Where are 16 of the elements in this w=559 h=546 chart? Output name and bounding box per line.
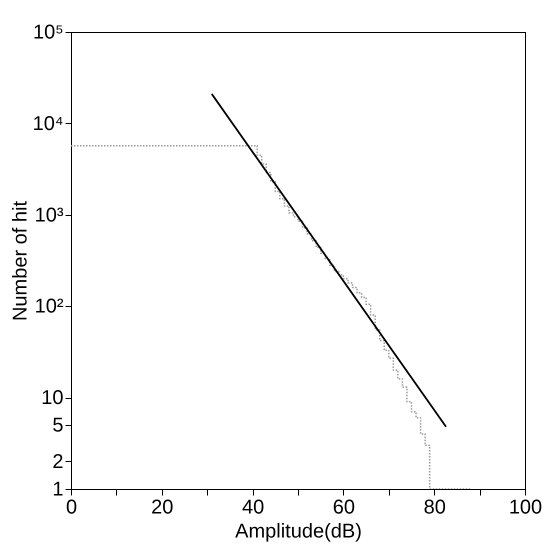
x-tick-label: 40 [242, 496, 264, 518]
y-tick-label: 10⁴ [32, 112, 64, 135]
x-tick-label: 60 [332, 496, 356, 518]
x-tick-label: 100 [508, 496, 542, 518]
x-tick-label: 20 [151, 496, 174, 518]
y-tick-label: 1 [52, 478, 64, 500]
y-tick-label: 10³ [34, 204, 64, 226]
x-tick-label: 0 [66, 496, 78, 518]
x-axis-title: Amplitude(dB) [235, 520, 362, 542]
y-tick-label: 5 [52, 414, 64, 437]
y-tick-label: 10² [34, 296, 64, 318]
y-tick-label: 2 [52, 450, 64, 473]
x-tick-label: 80 [424, 496, 446, 518]
y-axis-title: Number of hit [10, 200, 32, 322]
y-tick-label: 10⁵ [32, 22, 64, 44]
y-tick-label: 10 [41, 387, 64, 410]
